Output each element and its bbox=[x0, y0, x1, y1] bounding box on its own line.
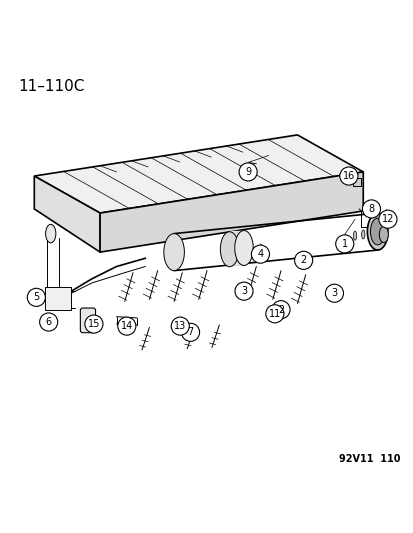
Circle shape bbox=[271, 301, 290, 319]
Text: 12: 12 bbox=[381, 214, 393, 224]
Ellipse shape bbox=[366, 213, 387, 250]
Ellipse shape bbox=[361, 230, 364, 239]
Circle shape bbox=[171, 317, 189, 335]
Circle shape bbox=[339, 167, 357, 185]
Circle shape bbox=[40, 313, 57, 331]
Text: 11–110C: 11–110C bbox=[18, 79, 84, 94]
Ellipse shape bbox=[234, 230, 253, 265]
Text: 7: 7 bbox=[187, 327, 193, 337]
Text: 16: 16 bbox=[342, 171, 354, 181]
Text: 92V11  110: 92V11 110 bbox=[338, 454, 399, 464]
Text: 8: 8 bbox=[368, 204, 374, 214]
Text: 11: 11 bbox=[268, 309, 280, 319]
Text: 5: 5 bbox=[33, 292, 39, 302]
Circle shape bbox=[238, 163, 256, 181]
Text: 15: 15 bbox=[88, 319, 100, 329]
Circle shape bbox=[361, 200, 380, 218]
Text: 14: 14 bbox=[121, 321, 133, 331]
Circle shape bbox=[378, 210, 396, 228]
Ellipse shape bbox=[164, 233, 184, 271]
Ellipse shape bbox=[378, 226, 387, 243]
Circle shape bbox=[117, 317, 135, 335]
Ellipse shape bbox=[370, 218, 384, 245]
Text: 9: 9 bbox=[244, 167, 251, 177]
Circle shape bbox=[251, 245, 269, 263]
Polygon shape bbox=[100, 172, 362, 252]
Polygon shape bbox=[34, 135, 362, 213]
Ellipse shape bbox=[45, 224, 56, 243]
Text: 2: 2 bbox=[300, 255, 306, 265]
Ellipse shape bbox=[353, 231, 356, 240]
Circle shape bbox=[235, 282, 252, 300]
Circle shape bbox=[181, 323, 199, 341]
Text: 1: 1 bbox=[341, 239, 347, 249]
Circle shape bbox=[335, 235, 353, 253]
Circle shape bbox=[27, 288, 45, 306]
Circle shape bbox=[294, 251, 312, 269]
Text: 3: 3 bbox=[240, 286, 247, 296]
Text: 13: 13 bbox=[174, 321, 186, 331]
Text: 6: 6 bbox=[45, 317, 52, 327]
Circle shape bbox=[85, 315, 103, 333]
Ellipse shape bbox=[220, 232, 238, 266]
Polygon shape bbox=[34, 176, 100, 252]
Text: 3: 3 bbox=[331, 288, 337, 298]
Polygon shape bbox=[45, 287, 71, 310]
Polygon shape bbox=[352, 178, 360, 187]
Text: 4: 4 bbox=[257, 249, 263, 259]
Text: 2: 2 bbox=[277, 305, 283, 314]
Circle shape bbox=[325, 284, 343, 302]
FancyBboxPatch shape bbox=[80, 308, 95, 333]
Circle shape bbox=[265, 305, 283, 323]
